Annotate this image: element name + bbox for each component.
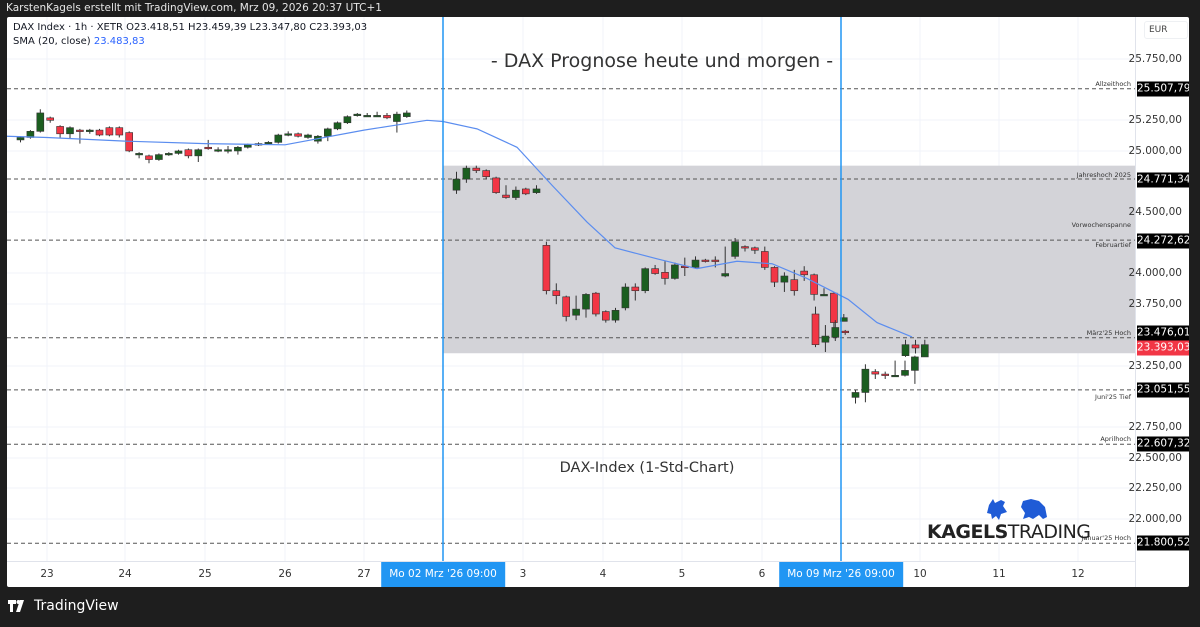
y-tick: 22.250,00 — [1128, 482, 1182, 494]
credit-bar: KarstenKagels erstellt mit TradingView.c… — [6, 2, 382, 14]
x-tick: 5 — [678, 568, 686, 580]
chart-plot-area[interactable]: DAX Index · 1h · XETR O23.418,51 H23.459… — [7, 17, 1135, 561]
time-axis[interactable]: 23 24 25 26 27 3 4 5 6 10 11 12 Mo 02 Mr… — [7, 561, 1135, 587]
x-tick: 6 — [758, 568, 766, 580]
level-label-aprilhoch: Aprilhoch — [1100, 435, 1131, 443]
last-price-label: 23.393,03 — [1137, 340, 1189, 356]
x-tick: 10 — [913, 568, 927, 580]
x-tick: 25 — [198, 568, 212, 580]
y-tick: 23.750,00 — [1128, 298, 1182, 310]
level-label-allzeithoch: Allzeithoch — [1095, 80, 1131, 88]
tradingview-wordmark: TradingView — [34, 598, 119, 614]
x-tick: 27 — [357, 568, 371, 580]
y-tick: 25.000,00 — [1128, 145, 1182, 157]
logo-text: KAGELSTRADING — [927, 521, 1091, 543]
level-label-januar25: Januar'25 Hoch — [1081, 534, 1131, 542]
symbol-ohlc: DAX Index · 1h · XETR O23.418,51 H23.459… — [13, 22, 368, 33]
bull-bear-icon — [987, 499, 1047, 520]
price-axis[interactable]: EUR 25.750,00 25.250,00 25.000,00 24.500… — [1129, 17, 1189, 587]
price-label-allzeithoch: 25.507,79 — [1137, 81, 1189, 97]
price-label-maerz25: 23.476,01 — [1137, 325, 1189, 341]
price-label-juni25: 23.051,55 — [1137, 382, 1189, 398]
price-label-jahreshoch: 24.771,34 — [1137, 172, 1189, 188]
x-tick: 12 — [1071, 568, 1085, 580]
logo-light: TRADING — [1007, 521, 1091, 543]
x-tick: 11 — [992, 568, 1006, 580]
currency-button[interactable]: EUR — [1144, 21, 1188, 39]
y-tick: 25.750,00 — [1128, 53, 1182, 65]
y-tick: 24.500,00 — [1128, 206, 1182, 218]
chart-title: - DAX Prognose heute und morgen - — [490, 50, 834, 72]
x-tick: 24 — [118, 568, 132, 580]
x-tick: 4 — [599, 568, 607, 580]
time-marker-badge-1: Mo 09 Mrz '26 09:00 — [779, 562, 903, 587]
level-label-jahreshoch: Jahreshoch 2025 — [1076, 171, 1131, 179]
tradingview-brand[interactable]: TradingView — [8, 598, 119, 614]
y-tick: 25.250,00 — [1128, 114, 1182, 126]
chart-canvas[interactable] — [7, 17, 1135, 561]
kagels-trading-logo: KAGELSTRADING — [927, 495, 1091, 555]
x-tick: 23 — [40, 568, 54, 580]
y-tick: 24.000,00 — [1128, 267, 1182, 279]
y-tick: 23.250,00 — [1128, 360, 1182, 372]
chart-frame: DAX Index · 1h · XETR O23.418,51 H23.459… — [7, 17, 1189, 587]
price-label-januar25: 21.800,52 — [1137, 535, 1189, 551]
level-label-juni25: Juni'25 Tief — [1095, 393, 1131, 401]
time-marker-badge-0: Mo 02 Mrz '26 09:00 — [381, 562, 505, 587]
sma-legend: SMA (20, close) 23.483,83 — [13, 35, 367, 49]
x-tick: 26 — [278, 568, 292, 580]
price-label-aprilhoch: 22.607,32 — [1137, 436, 1189, 452]
tradingview-logo-icon — [8, 600, 24, 612]
y-tick: 22.500,00 — [1128, 452, 1182, 464]
level-label-februartief: Februartief — [1095, 241, 1131, 249]
chart-subtitle: DAX-Index (1-Std-Chart) — [559, 460, 735, 476]
x-tick: 3 — [519, 568, 527, 580]
sma-value: 23.483,83 — [93, 36, 145, 47]
chart-legend: DAX Index · 1h · XETR O23.418,51 H23.459… — [13, 21, 367, 49]
zone-label: Vorwochenspanne — [1071, 221, 1131, 229]
price-label-februartief: 24.272,62 — [1137, 233, 1189, 249]
y-tick: 22.000,00 — [1128, 513, 1182, 525]
level-label-maerz25: März'25 Hoch — [1086, 329, 1131, 337]
logo-bold: KAGELS — [927, 521, 1008, 543]
sma-label: SMA (20, close) — [13, 36, 91, 47]
y-tick: 22.750,00 — [1128, 421, 1182, 433]
